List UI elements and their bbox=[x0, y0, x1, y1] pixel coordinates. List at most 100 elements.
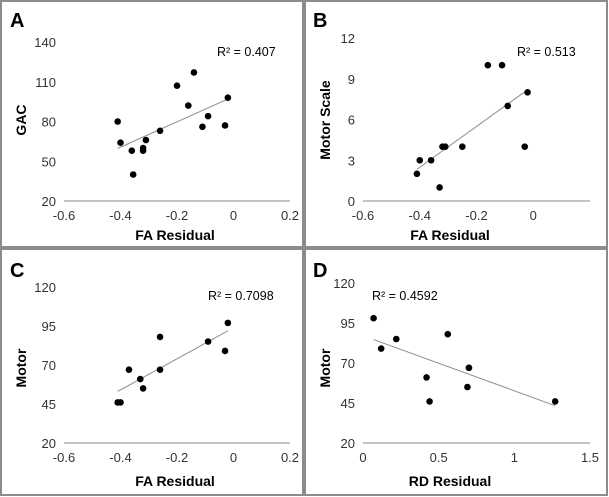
panel-b-ytick: 9 bbox=[348, 72, 355, 87]
panel-a-r2: R² = 0.407 bbox=[217, 45, 276, 59]
panel-a-point bbox=[114, 118, 121, 125]
panel-b-yticks: 0 3 6 9 12 bbox=[341, 31, 355, 209]
panel-b-point bbox=[521, 143, 529, 150]
panel-a-point bbox=[142, 136, 150, 144]
panel-a-point bbox=[204, 112, 212, 120]
panel-a-point bbox=[221, 122, 229, 129]
panel-d: D R² = 0.4592 RD Residual Motor 0 0.5 1 1.5… bbox=[304, 248, 608, 496]
panel-c-ytick: 95 bbox=[42, 319, 56, 334]
panel-b-xtick: 0 bbox=[530, 208, 537, 223]
panel-b-xlabel: FA Residual bbox=[410, 227, 490, 243]
panel-c-marks bbox=[64, 319, 290, 444]
panel-d-point bbox=[423, 374, 430, 381]
panel-b-point bbox=[427, 156, 435, 164]
panel-d-point bbox=[426, 398, 433, 405]
panel-c-xtick: -0.6 bbox=[53, 450, 75, 465]
panel-d-ytick: 20 bbox=[341, 436, 355, 451]
panel-a: A R² = 0.407 FA Residual GAC -0.6 -0.4 -0.… bbox=[0, 0, 304, 248]
panel-c-xlabel: FA Residual bbox=[135, 473, 215, 489]
panel-c-label: C bbox=[10, 260, 24, 282]
panel-c-point bbox=[156, 366, 164, 373]
panel-a-xlabel: FA Residual bbox=[135, 227, 215, 243]
panel-a-point bbox=[156, 127, 164, 135]
panel-b-ytick: 6 bbox=[348, 113, 355, 128]
panel-b-point bbox=[413, 170, 421, 178]
panel-a-yticks: 20 50 80 110 140 bbox=[34, 35, 56, 209]
panel-d-xtick: 1 bbox=[511, 450, 518, 465]
panel-b-point bbox=[441, 143, 449, 150]
panel-d-xtick: 0.5 bbox=[430, 450, 448, 465]
panel-a-point bbox=[129, 171, 137, 178]
panel-d-ylabel: Motor bbox=[317, 348, 333, 387]
panel-b-ylabel: Motor Scale bbox=[317, 80, 333, 160]
panel-d-yticks: 20 45 70 95 120 bbox=[333, 276, 355, 451]
panel-b: B R² = 0.513 FA Residual Motor Scale -0.… bbox=[304, 0, 608, 248]
panel-a-point bbox=[224, 94, 232, 101]
panel-d-point bbox=[464, 383, 471, 391]
panel-a-xtick: -0.2 bbox=[166, 208, 188, 223]
panel-a-label: A bbox=[10, 10, 24, 32]
panel-b-point bbox=[524, 89, 531, 96]
panel-d-point bbox=[377, 345, 385, 352]
panel-a-point bbox=[139, 147, 147, 154]
panel-c-r2: R² = 0.7098 bbox=[208, 289, 274, 303]
panel-a-ytick: 50 bbox=[42, 154, 56, 169]
panel-c-point bbox=[117, 399, 124, 406]
panel-d-border bbox=[304, 248, 608, 496]
panel-d-trendline bbox=[373, 339, 556, 407]
panel-a-ytick: 110 bbox=[35, 75, 56, 90]
panel-a-point bbox=[190, 69, 198, 76]
panel-d-xlabel: RD Residual bbox=[409, 473, 491, 489]
panel-b-point bbox=[504, 102, 512, 110]
panel-a-point bbox=[199, 123, 206, 131]
panel-c-xtick: -0.4 bbox=[109, 450, 131, 465]
panel-d-point bbox=[370, 314, 377, 322]
panel-c-xticks: -0.6 -0.4 -0.2 0 0.2 bbox=[53, 450, 299, 465]
panel-d-point bbox=[465, 364, 473, 372]
panel-c-ytick: 70 bbox=[42, 358, 56, 373]
panel-c-point bbox=[136, 375, 144, 383]
panel-d-xtick: 0 bbox=[359, 450, 366, 465]
panel-d-ytick: 95 bbox=[341, 316, 355, 331]
panel-d-point bbox=[551, 398, 559, 405]
panel-d-ytick: 45 bbox=[341, 396, 355, 411]
panel-b-point bbox=[416, 156, 424, 164]
panel-a-ytick: 20 bbox=[42, 194, 56, 209]
panel-a-ytick: 80 bbox=[42, 115, 56, 130]
panel-a-xtick: -0.4 bbox=[109, 208, 131, 223]
panel-a-xtick: -0.6 bbox=[53, 208, 75, 223]
panel-a-xtick: 0.2 bbox=[281, 208, 299, 223]
panel-d-r2: R² = 0.4592 bbox=[372, 289, 438, 303]
panel-c: C R² = 0.7098 FA Residual Motor -0.6 -0.4… bbox=[0, 248, 304, 496]
panel-b-r2: R² = 0.513 bbox=[517, 45, 576, 59]
panel-a-point bbox=[173, 82, 181, 90]
panel-b-point bbox=[459, 143, 466, 150]
panel-c-point bbox=[204, 338, 212, 345]
panel-d-marks bbox=[363, 314, 590, 444]
panel-b-border bbox=[304, 0, 608, 248]
panel-a-point bbox=[117, 139, 124, 146]
panel-d-xtick: 1.5 bbox=[581, 450, 599, 465]
panel-d-ytick: 120 bbox=[333, 276, 355, 291]
panel-c-point bbox=[125, 366, 133, 373]
panel-b-xtick: -0.2 bbox=[465, 208, 487, 223]
panel-c-xtick: -0.2 bbox=[166, 450, 188, 465]
panel-c-point bbox=[139, 385, 147, 392]
panel-a-xtick: 0 bbox=[230, 208, 237, 223]
panel-d-xticks: 0 0.5 1 1.5 bbox=[359, 450, 599, 465]
panel-b-ytick: 0 bbox=[348, 194, 355, 209]
panel-a-point bbox=[128, 147, 136, 154]
panel-c-xtick: 0.2 bbox=[281, 450, 299, 465]
panel-c-xtick: 0 bbox=[230, 450, 237, 465]
panel-b-label: B bbox=[313, 10, 327, 32]
panel-b-xtick: -0.6 bbox=[352, 208, 374, 223]
panel-b-point bbox=[484, 61, 492, 69]
panel-a-trendline bbox=[117, 98, 229, 149]
panel-c-point bbox=[156, 333, 164, 341]
panel-a-point bbox=[185, 102, 192, 109]
panel-d-ytick: 70 bbox=[341, 356, 355, 371]
panel-a-ytick: 140 bbox=[34, 35, 56, 50]
panel-c-yticks: 20 45 70 95 120 bbox=[34, 280, 56, 451]
panel-b-point bbox=[436, 184, 443, 191]
panel-a-ylabel: GAC bbox=[13, 104, 29, 135]
